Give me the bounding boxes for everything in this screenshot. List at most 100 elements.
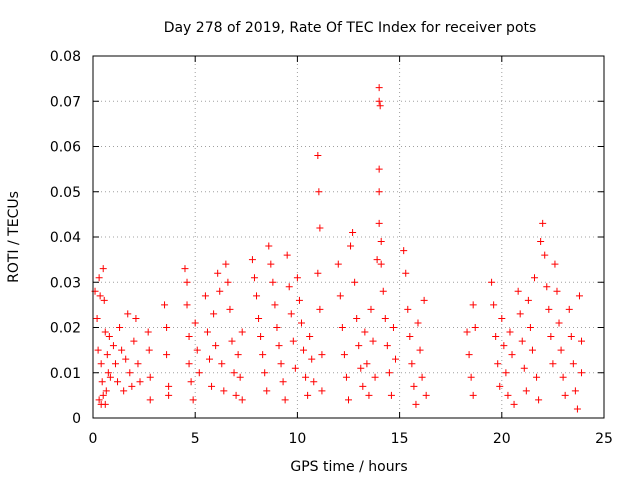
data-point bbox=[228, 337, 236, 345]
data-point bbox=[315, 188, 323, 196]
data-point bbox=[412, 400, 420, 408]
data-point bbox=[291, 364, 299, 372]
x-tick-label: 5 bbox=[191, 431, 200, 447]
data-point bbox=[279, 378, 287, 386]
y-tick-label: 0 bbox=[72, 411, 81, 427]
data-point bbox=[545, 305, 553, 313]
data-point bbox=[422, 391, 430, 399]
data-point bbox=[504, 391, 512, 399]
chart-title: Day 278 of 2019, Rate Of TEC Index for r… bbox=[164, 20, 537, 36]
x-axis-label: GPS time / hours bbox=[290, 459, 407, 475]
data-point bbox=[522, 387, 530, 395]
data-point bbox=[109, 342, 117, 350]
data-point bbox=[101, 400, 109, 408]
data-point bbox=[206, 355, 214, 363]
ticks: 0 5 10 15 20 25 0 0.01 0.02 0.03 0.04 0.05 0.06 0.07 0… bbox=[50, 49, 613, 447]
x-tick-label: 15 bbox=[391, 431, 409, 447]
data-point bbox=[418, 373, 426, 381]
data-point bbox=[518, 337, 526, 345]
data-point bbox=[506, 328, 514, 336]
data-point bbox=[277, 360, 285, 368]
data-point bbox=[549, 360, 557, 368]
data-point bbox=[130, 337, 138, 345]
data-point bbox=[353, 314, 361, 322]
data-point bbox=[238, 328, 246, 336]
data-point bbox=[128, 382, 136, 390]
y-tick-label: 0.06 bbox=[50, 140, 81, 156]
data-point bbox=[561, 391, 569, 399]
data-point bbox=[124, 310, 132, 318]
data-point bbox=[375, 165, 383, 173]
data-point bbox=[520, 364, 528, 372]
data-point bbox=[557, 346, 565, 354]
data-point bbox=[314, 269, 322, 277]
data-point bbox=[261, 369, 269, 377]
data-point bbox=[526, 324, 534, 331]
data-point bbox=[490, 301, 498, 309]
data-point bbox=[111, 360, 119, 368]
data-point bbox=[289, 337, 297, 345]
data-point bbox=[95, 396, 103, 404]
data-point bbox=[471, 324, 479, 331]
data-point bbox=[93, 314, 101, 322]
data-point bbox=[102, 387, 110, 395]
data-point bbox=[488, 278, 496, 286]
data-point bbox=[539, 219, 547, 227]
data-point bbox=[132, 314, 140, 322]
data-point bbox=[316, 224, 324, 232]
data-point bbox=[103, 351, 111, 359]
data-point bbox=[208, 382, 216, 390]
data-point bbox=[238, 396, 246, 404]
y-tick-label: 0.02 bbox=[50, 321, 81, 337]
data-point bbox=[253, 292, 261, 300]
data-point bbox=[146, 396, 154, 404]
data-point bbox=[575, 292, 583, 300]
y-tick-label: 0.07 bbox=[50, 94, 81, 110]
data-point bbox=[310, 378, 318, 386]
data-point bbox=[275, 342, 283, 350]
data-point bbox=[318, 351, 326, 359]
data-point bbox=[375, 84, 383, 92]
data-point bbox=[387, 391, 395, 399]
data-point bbox=[543, 283, 551, 291]
data-point bbox=[189, 396, 197, 404]
data-point bbox=[255, 314, 263, 322]
data-point bbox=[404, 305, 412, 313]
data-point bbox=[547, 333, 555, 341]
data-point bbox=[516, 310, 524, 318]
data-point bbox=[492, 333, 500, 341]
data-point bbox=[340, 351, 348, 359]
data-point bbox=[165, 391, 173, 399]
data-point bbox=[531, 274, 539, 282]
data-point bbox=[500, 342, 508, 350]
data-point bbox=[376, 102, 384, 110]
data-point bbox=[524, 296, 532, 304]
data-point bbox=[116, 324, 124, 331]
data-point bbox=[181, 265, 189, 273]
data-point bbox=[236, 373, 244, 381]
data-point bbox=[234, 351, 242, 359]
data-point bbox=[306, 333, 314, 341]
data-point bbox=[259, 351, 267, 359]
y-axis-label: ROTI / TECUs bbox=[6, 191, 22, 283]
data-point bbox=[161, 301, 169, 309]
data-point bbox=[283, 251, 291, 259]
data-point bbox=[203, 328, 211, 336]
data-point bbox=[463, 328, 471, 336]
data-point bbox=[357, 364, 365, 372]
y-tick-label: 0.05 bbox=[50, 185, 81, 201]
data-point bbox=[293, 274, 301, 282]
data-point bbox=[318, 387, 326, 395]
data-point bbox=[314, 152, 322, 160]
data-points bbox=[91, 84, 586, 413]
data-point bbox=[578, 369, 586, 377]
data-point bbox=[375, 219, 383, 227]
data-point bbox=[95, 274, 103, 282]
data-point bbox=[250, 274, 258, 282]
data-point bbox=[271, 301, 279, 309]
data-point bbox=[351, 278, 359, 286]
data-point bbox=[201, 292, 209, 300]
data-point bbox=[514, 287, 522, 295]
data-point bbox=[371, 373, 379, 381]
data-point bbox=[267, 260, 275, 268]
